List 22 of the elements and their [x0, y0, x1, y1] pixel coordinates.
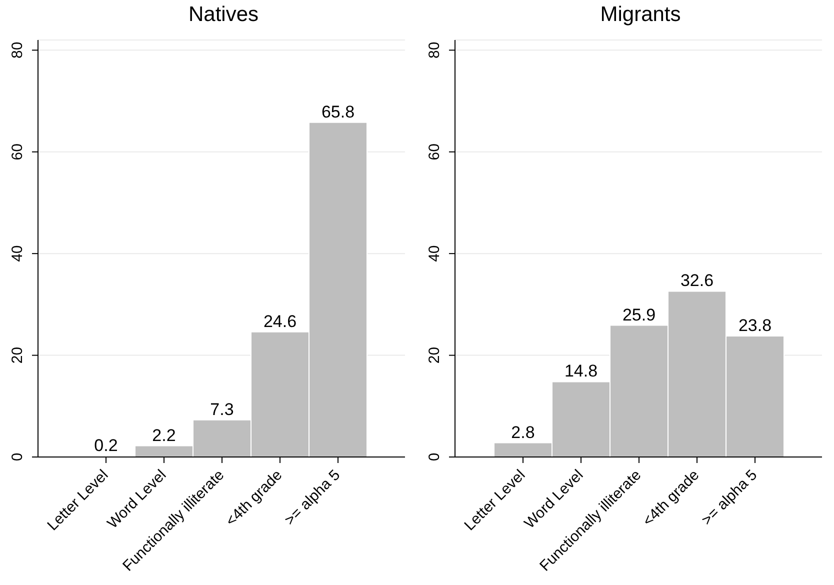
- data-label: 24.6: [263, 312, 297, 331]
- y-tick-label: 40: [426, 245, 443, 262]
- y-tick-label: 20: [426, 346, 443, 364]
- y-tick-label: 0: [426, 452, 443, 462]
- y-tick-label: 60: [9, 144, 26, 160]
- y-tick-label: 40: [9, 245, 26, 262]
- y-tick-label: 80: [9, 42, 26, 59]
- data-label: 2.2: [152, 426, 176, 445]
- y-tick-label: 80: [426, 42, 443, 59]
- chart-title: Migrants: [599, 2, 682, 28]
- chart-title: Natives: [187, 2, 260, 28]
- data-label: 25.9: [622, 305, 656, 324]
- data-label: 23.8: [738, 316, 772, 335]
- y-tick-label: 60: [426, 144, 443, 160]
- data-label: 2.8: [511, 422, 535, 442]
- data-label: 0.2: [94, 436, 118, 455]
- data-label: 65.8: [321, 102, 355, 122]
- y-tick-label: 0: [9, 452, 26, 462]
- y-tick-label: 20: [9, 346, 26, 364]
- data-label: 14.8: [564, 362, 598, 381]
- data-label: 32.6: [680, 271, 714, 290]
- data-label: 7.3: [210, 400, 234, 419]
